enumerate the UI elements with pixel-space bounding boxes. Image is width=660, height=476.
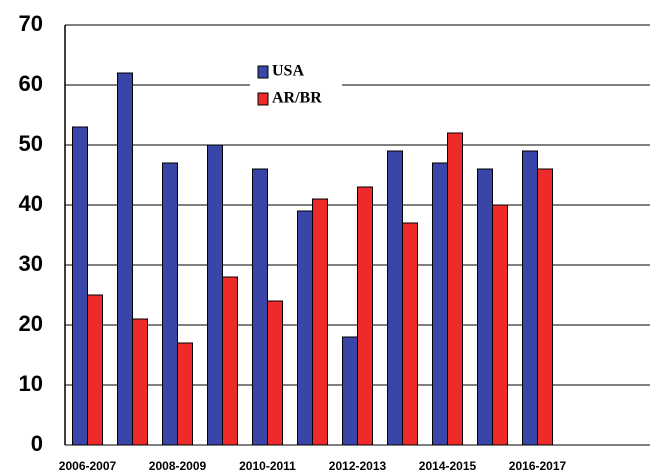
bar <box>387 150 403 446</box>
bar <box>132 318 148 446</box>
bar <box>447 132 463 446</box>
x-tick-label: 2014-2015 <box>419 459 477 473</box>
bar <box>537 168 553 446</box>
bar <box>342 336 358 446</box>
bar <box>357 186 373 446</box>
y-tick-label: 50 <box>19 131 43 156</box>
x-tick-label: 2006-2007 <box>59 459 117 473</box>
bar <box>477 168 493 446</box>
y-tick-label: 40 <box>19 191 43 216</box>
bar <box>222 276 238 446</box>
bar <box>252 168 268 446</box>
bar <box>177 342 193 446</box>
bar <box>207 144 223 446</box>
bar <box>267 300 283 446</box>
y-tick-label: 10 <box>19 371 43 396</box>
legend-swatch <box>257 65 269 79</box>
bar <box>492 204 508 446</box>
bar <box>312 198 328 446</box>
bar <box>87 294 103 446</box>
x-tick-label: 2008-2009 <box>149 459 207 473</box>
y-tick-label: 0 <box>31 431 43 456</box>
bar <box>522 150 538 446</box>
y-tick-label: 70 <box>19 11 43 36</box>
bar <box>402 222 418 446</box>
bar <box>72 126 88 446</box>
legend-label: USA <box>272 63 304 80</box>
y-tick-label: 20 <box>19 311 43 336</box>
bar <box>162 162 178 446</box>
y-tick-label: 30 <box>19 251 43 276</box>
y-tick-label: 60 <box>19 71 43 96</box>
bar <box>432 162 448 446</box>
bar <box>117 72 133 446</box>
x-tick-label: 2012-2013 <box>329 459 387 473</box>
legend-label: AR/BR <box>272 90 322 107</box>
x-tick-label: 2016-2017 <box>509 459 567 473</box>
bar <box>297 210 313 446</box>
x-tick-label: 2010-2011 <box>239 459 296 473</box>
legend-swatch <box>257 92 269 106</box>
